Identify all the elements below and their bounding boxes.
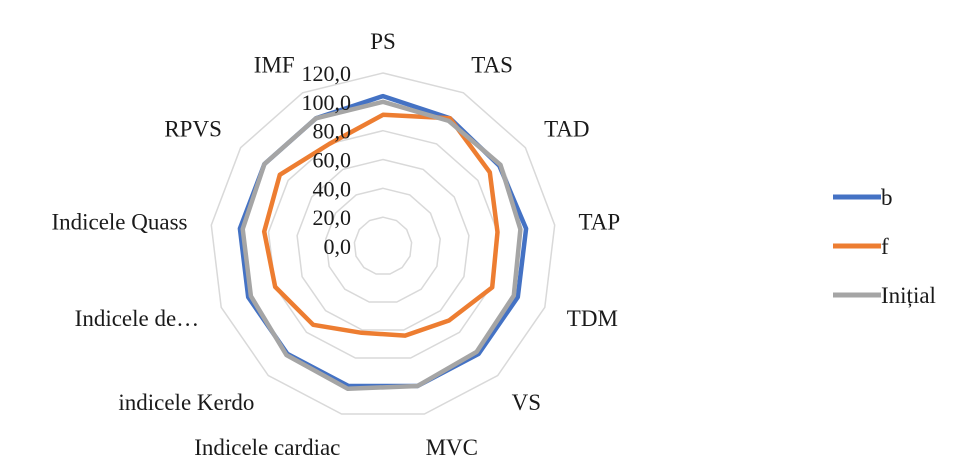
category-label: indicele Kerdo	[118, 390, 254, 415]
grid-ring	[267, 129, 499, 359]
legend-label: b	[881, 185, 893, 210]
category-label: Indicele de…	[75, 306, 200, 331]
category-label: IMF	[254, 52, 295, 77]
grid-ring	[210, 72, 556, 415]
legend: bf Inițial	[833, 185, 936, 308]
tick-label: 60,0	[313, 148, 352, 173]
category-label: RPVS	[164, 117, 222, 142]
category-label: TDM	[567, 306, 618, 331]
tick-label: 20,0	[313, 205, 352, 230]
tick-label: 120,0	[302, 61, 352, 86]
radial-tick-labels: 0,0 20,0 40,0 60,0 80,0 100,0 120,0	[302, 61, 352, 259]
category-label: Indicele Quass	[51, 210, 187, 235]
category-label: TAD	[544, 117, 589, 142]
category-label: PS	[370, 29, 396, 54]
grid-ring	[353, 216, 413, 275]
legend-label: Inițial	[881, 283, 936, 308]
tick-label: 40,0	[313, 176, 352, 201]
category-label: MVC	[426, 435, 478, 457]
category-label: VS	[512, 390, 541, 415]
tick-label: 0,0	[324, 234, 352, 259]
series-line-f	[261, 112, 500, 338]
category-label: TAP	[579, 210, 621, 235]
radar-series	[237, 93, 529, 392]
series-line-Inițial	[240, 99, 523, 392]
tick-label: 80,0	[313, 119, 352, 144]
category-label: TAS	[471, 52, 513, 77]
grid-ring	[296, 158, 470, 331]
legend-label: f	[881, 234, 889, 259]
category-labels: PS TAS TAD TAP TDM VS MVC Indicele cardiac indic…	[51, 29, 620, 457]
grid-ring	[325, 187, 441, 303]
radar-grid	[210, 72, 556, 415]
tick-label: 100,0	[302, 90, 352, 115]
category-label: Indicele cardiac	[194, 435, 340, 457]
